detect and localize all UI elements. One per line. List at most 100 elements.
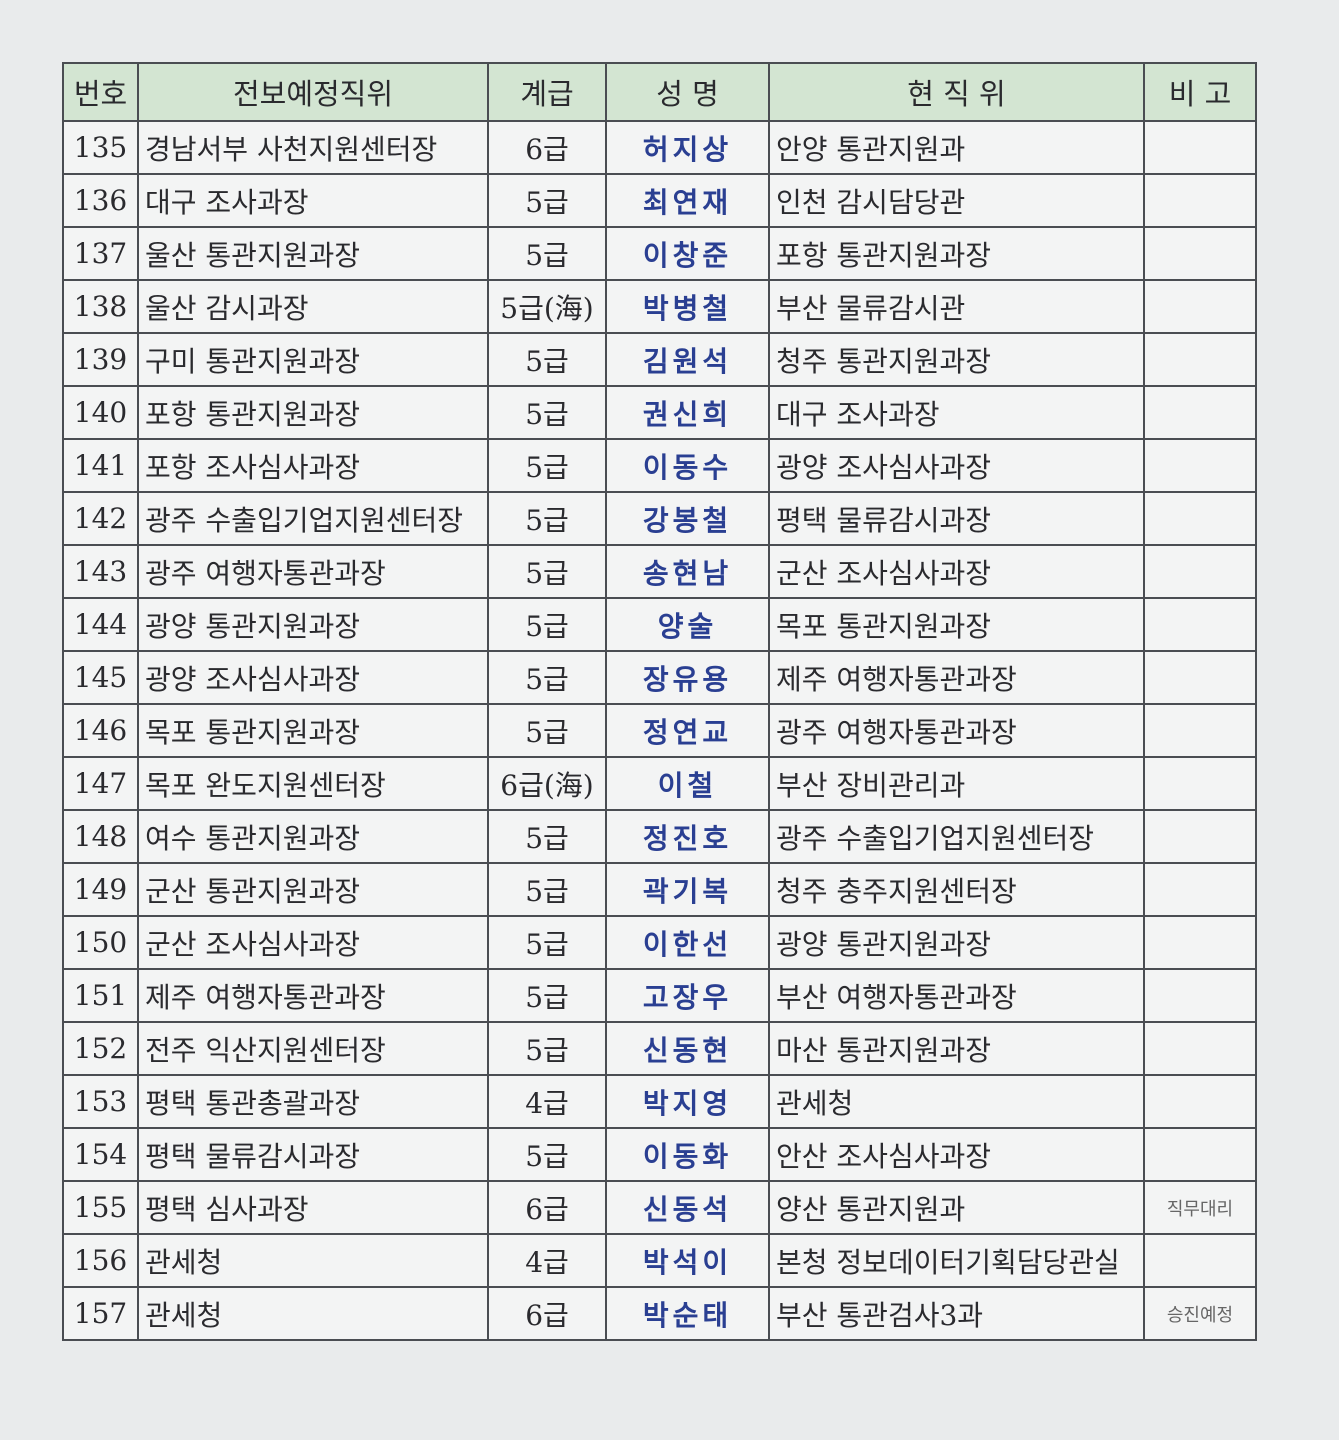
row-number: 157 [62,1286,139,1341]
planned-post: 울산 통관지원과장 [137,226,489,281]
current-post: 인천 감시담당관 [768,173,1145,228]
row-number: 148 [62,809,139,864]
planned-post: 광양 조사심사과장 [137,650,489,705]
column-header: 번호 [62,62,139,122]
row-number: 135 [62,120,139,175]
current-post: 부산 장비관리과 [768,756,1145,811]
current-post: 군산 조사심사과장 [768,544,1145,599]
current-post: 청주 통관지원과장 [768,332,1145,387]
remark [1143,597,1257,652]
person-name: 양술 [605,597,770,652]
current-post: 포항 통관지원과장 [768,226,1145,281]
grade: 5급 [487,862,607,917]
row-number: 155 [62,1180,139,1235]
remark [1143,1074,1257,1129]
column-header: 비 고 [1143,62,1257,122]
planned-post: 울산 감시과장 [137,279,489,334]
grade: 6급 [487,120,607,175]
person-name: 이한선 [605,915,770,970]
remark [1143,1233,1257,1288]
remark [1143,332,1257,387]
remark [1143,915,1257,970]
row-number: 156 [62,1233,139,1288]
remark [1143,438,1257,493]
person-name: 강봉철 [605,491,770,546]
person-name: 허지상 [605,120,770,175]
planned-post: 경남서부 사천지원센터장 [137,120,489,175]
remark [1143,650,1257,705]
table-row: 152 전주 익산지원센터장 5급 신동현 마산 통관지원과장 [62,1021,1257,1076]
remark [1143,173,1257,228]
remark [1143,491,1257,546]
person-name: 이동수 [605,438,770,493]
remark [1143,226,1257,281]
remark: 직무대리 [1143,1180,1257,1235]
planned-post: 포항 조사심사과장 [137,438,489,493]
person-name: 정연교 [605,703,770,758]
remark [1143,756,1257,811]
table-row: 136 대구 조사과장 5급 최연재 인천 감시담당관 [62,173,1257,228]
planned-post: 관세청 [137,1233,489,1288]
current-post: 부산 통관검사3과 [768,1286,1145,1341]
planned-post: 군산 통관지원과장 [137,862,489,917]
remark [1143,279,1257,334]
table-row: 145 광양 조사심사과장 5급 장유용 제주 여행자통관과장 [62,650,1257,705]
current-post: 대구 조사과장 [768,385,1145,440]
row-number: 154 [62,1127,139,1182]
current-post: 마산 통관지원과장 [768,1021,1145,1076]
row-number: 137 [62,226,139,281]
planned-post: 평택 물류감시과장 [137,1127,489,1182]
current-post: 평택 물류감시과장 [768,491,1145,546]
row-number: 141 [62,438,139,493]
current-post: 본청 정보데이터기획담당관실 [768,1233,1145,1288]
current-post: 광양 조사심사과장 [768,438,1145,493]
table-row: 141 포항 조사심사과장 5급 이동수 광양 조사심사과장 [62,438,1257,493]
column-header: 성 명 [605,62,770,122]
planned-post: 군산 조사심사과장 [137,915,489,970]
column-header: 계급 [487,62,607,122]
grade: 5급 [487,544,607,599]
row-number: 136 [62,173,139,228]
current-post: 광양 통관지원과장 [768,915,1145,970]
row-number: 142 [62,491,139,546]
table-row: 146 목포 통관지원과장 5급 정연교 광주 여행자통관과장 [62,703,1257,758]
person-name: 최연재 [605,173,770,228]
grade: 5급 [487,438,607,493]
column-header: 전보예정직위 [137,62,489,122]
remark [1143,968,1257,1023]
person-name: 곽기복 [605,862,770,917]
person-name: 박병철 [605,279,770,334]
table-row: 137 울산 통관지원과장 5급 이창준 포항 통관지원과장 [62,226,1257,281]
table-row: 148 여수 통관지원과장 5급 정진호 광주 수출입기업지원센터장 [62,809,1257,864]
person-name: 신동석 [605,1180,770,1235]
table-row: 140 포항 통관지원과장 5급 권신희 대구 조사과장 [62,385,1257,440]
planned-post: 광주 여행자통관과장 [137,544,489,599]
table-row: 138 울산 감시과장 5급(海) 박병철 부산 물류감시관 [62,279,1257,334]
grade: 6급 [487,1180,607,1235]
row-number: 146 [62,703,139,758]
person-name: 박순태 [605,1286,770,1341]
current-post: 양산 통관지원과 [768,1180,1145,1235]
planned-post: 포항 통관지원과장 [137,385,489,440]
table-body: 135 경남서부 사천지원센터장 6급 허지상 안양 통관지원과 136 대구 조사과장 5급… [62,120,1257,1341]
row-number: 144 [62,597,139,652]
remark [1143,385,1257,440]
table-row: 153 평택 통관총괄과장 4급 박지영 관세청 [62,1074,1257,1129]
current-post: 관세청 [768,1074,1145,1129]
remark [1143,703,1257,758]
grade: 5급 [487,915,607,970]
grade: 5급 [487,385,607,440]
row-number: 138 [62,279,139,334]
table-row: 155 평택 심사과장 6급 신동석 양산 통관지원과 직무대리 [62,1180,1257,1235]
person-name: 박석이 [605,1233,770,1288]
row-number: 143 [62,544,139,599]
grade: 4급 [487,1074,607,1129]
planned-post: 광양 통관지원과장 [137,597,489,652]
table-row: 150 군산 조사심사과장 5급 이한선 광양 통관지원과장 [62,915,1257,970]
person-name: 박지영 [605,1074,770,1129]
current-post: 부산 물류감시관 [768,279,1145,334]
grade: 5급 [487,650,607,705]
row-number: 152 [62,1021,139,1076]
grade: 5급 [487,332,607,387]
